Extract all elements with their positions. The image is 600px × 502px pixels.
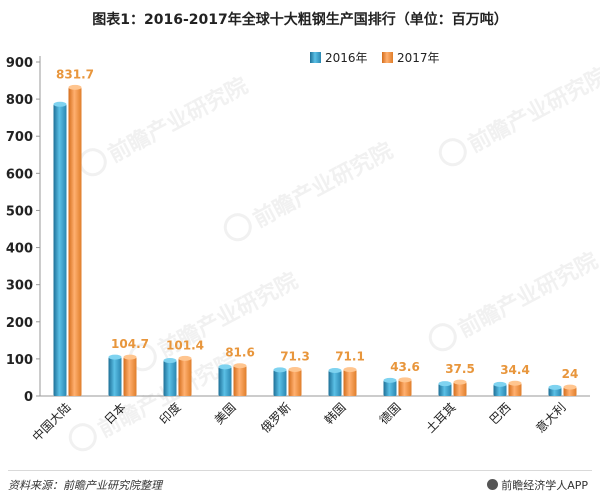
data-label: 831.7 (56, 67, 94, 81)
bar-2016 (108, 357, 122, 396)
y-tick-label: 600 (6, 167, 33, 182)
legend-swatch (310, 52, 321, 63)
y-tick-label: 200 (6, 316, 33, 331)
bar-2017 (68, 87, 82, 396)
y-tick-label: 800 (6, 93, 33, 108)
source-note: 资料来源：前瞻产业研究院整理 (8, 479, 162, 492)
x-tick-label: 德国 (376, 400, 404, 428)
bar-2017 (178, 358, 192, 396)
bar-cap (438, 381, 452, 387)
y-tick-label: 700 (6, 130, 33, 145)
data-label: 101.4 (166, 338, 204, 352)
x-tick-label: 巴西 (487, 400, 514, 427)
bar-cap (288, 367, 302, 373)
y-tick-label: 0 (24, 390, 33, 405)
bar-2017 (233, 365, 247, 396)
data-label: 71.3 (280, 350, 310, 364)
legend: 2016年 2017年 (310, 51, 440, 65)
bar-cap (108, 354, 122, 360)
x-tick-label: 中国大陆 (29, 400, 74, 445)
y-tick-label: 100 (6, 353, 33, 368)
brand-note-text: 前瞻经济学人APP (501, 479, 588, 492)
data-label: 43.6 (390, 360, 420, 374)
bar-cap (163, 358, 177, 364)
y-tick-label: 900 (6, 56, 33, 71)
bar-cap (548, 384, 562, 390)
bar-2017 (123, 357, 137, 396)
bar-cap (233, 363, 247, 369)
x-tick-label: 美国 (212, 400, 239, 427)
legend-swatch (382, 52, 393, 63)
data-label: 24 (562, 367, 579, 381)
brand-note: 前瞻经济学人APP (487, 477, 588, 493)
x-tick-label: 土耳其 (423, 400, 458, 435)
x-tick-label: 意大利 (533, 400, 569, 436)
bar-cap (508, 380, 522, 386)
bar-cap (123, 354, 137, 360)
bar-2017 (563, 387, 577, 396)
y-tick-label: 500 (6, 204, 33, 219)
bar-cap (453, 379, 467, 385)
bar-cap (273, 367, 287, 373)
bar-cap (178, 355, 192, 361)
bar-cap (343, 367, 357, 373)
bar-cap (218, 364, 232, 370)
bar-cap (493, 381, 507, 387)
data-label: 104.7 (111, 337, 149, 351)
bar-cap (383, 377, 397, 383)
bar-2016 (328, 370, 342, 396)
bar-2016 (53, 104, 67, 396)
data-label: 71.1 (335, 350, 365, 364)
legend-label: 2017年 (397, 51, 440, 65)
data-label: 34.4 (500, 363, 530, 377)
bar-2016 (438, 383, 452, 396)
x-tick-label: 日本 (102, 400, 129, 427)
data-label: 37.5 (445, 362, 475, 376)
x-tick-label: 韩国 (321, 400, 349, 428)
y-tick-label: 400 (6, 242, 33, 257)
x-tick-label: 印度 (156, 400, 184, 428)
y-tick-label: 300 (6, 279, 33, 294)
bar-cap (398, 377, 412, 383)
brand-logo-icon (487, 479, 499, 490)
bar-2017 (453, 382, 467, 396)
bar-2016 (273, 369, 287, 396)
bar-2016 (218, 366, 232, 396)
bar-2017 (508, 383, 522, 396)
data-label: 81.6 (225, 346, 255, 360)
bar-2017 (343, 369, 357, 396)
bar-2017 (398, 379, 412, 396)
legend-label: 2016年 (325, 51, 368, 65)
bar-2016 (493, 384, 507, 396)
bar-cap (53, 101, 67, 107)
bar-2016 (383, 380, 397, 396)
bar-cap (328, 368, 342, 374)
bar-cap (68, 84, 82, 90)
bar-2017 (288, 369, 302, 396)
footer-divider (8, 470, 592, 471)
chart-title: 图表1：2016-2017年全球十大粗钢生产国排行（单位：百万吨） (92, 12, 508, 28)
x-tick-label: 俄罗斯 (258, 400, 293, 435)
bar-cap (563, 384, 577, 390)
bar-chart: 0 100 200 300 400 500 600 700 800 900 831.7 中国大陆 10… (6, 51, 590, 445)
bar-2016 (163, 360, 177, 396)
